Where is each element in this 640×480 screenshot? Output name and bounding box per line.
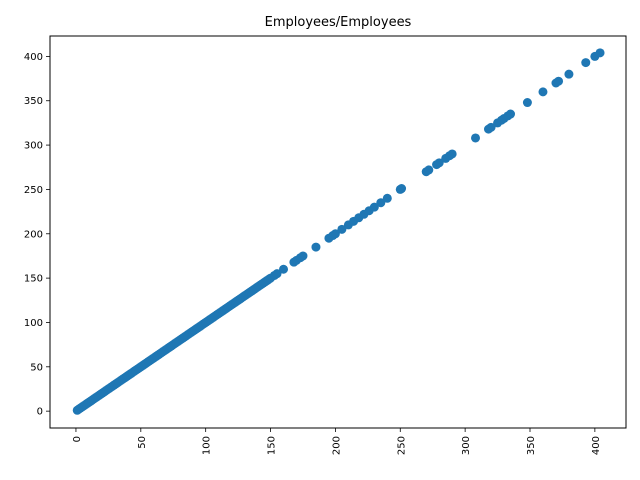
y-tick-label: 0 xyxy=(37,407,43,418)
x-tick-label: 200 xyxy=(331,436,342,455)
y-tick-label: 400 xyxy=(24,52,43,63)
x-tick-label: 300 xyxy=(461,436,472,455)
data-point xyxy=(311,242,321,252)
y-tick-label: 250 xyxy=(24,185,43,196)
data-point xyxy=(376,198,386,208)
x-tick-label: 100 xyxy=(202,436,213,455)
data-point xyxy=(538,87,548,97)
data-point xyxy=(424,165,434,175)
data-point xyxy=(272,269,282,279)
chart-title: Employees/Employees xyxy=(265,15,412,30)
x-axis: 0 50 100 150 200 250 300 350 400 xyxy=(72,428,602,455)
y-tick-label: 300 xyxy=(24,141,43,152)
y-tick-label: 350 xyxy=(24,96,43,107)
x-tick-label: 150 xyxy=(267,436,278,455)
data-point xyxy=(522,98,532,108)
data-point xyxy=(554,76,564,86)
y-tick-label: 150 xyxy=(24,274,43,285)
data-point xyxy=(337,224,347,234)
data-point xyxy=(298,251,308,261)
scatter-points xyxy=(72,48,605,415)
data-point xyxy=(595,48,605,58)
data-point xyxy=(434,158,444,168)
x-tick-label: 250 xyxy=(396,436,407,455)
data-point xyxy=(369,202,379,212)
data-point xyxy=(471,133,481,143)
data-point xyxy=(506,109,516,119)
data-point xyxy=(279,264,289,274)
data-point xyxy=(581,58,591,68)
y-tick-label: 50 xyxy=(30,362,43,373)
y-axis: 0 50 100 150 200 250 300 350 400 xyxy=(24,52,50,418)
x-tick-label: 50 xyxy=(137,436,148,449)
data-point xyxy=(447,149,457,159)
data-point xyxy=(564,69,574,79)
x-tick-label: 350 xyxy=(526,436,537,455)
x-tick-label: 400 xyxy=(591,436,602,455)
x-tick-label: 0 xyxy=(72,436,83,442)
data-point xyxy=(330,229,340,239)
y-tick-label: 100 xyxy=(24,318,43,329)
data-point xyxy=(397,184,407,194)
data-point xyxy=(486,122,496,132)
data-point xyxy=(382,193,392,203)
y-tick-label: 200 xyxy=(24,229,43,240)
plot-frame xyxy=(49,35,627,429)
